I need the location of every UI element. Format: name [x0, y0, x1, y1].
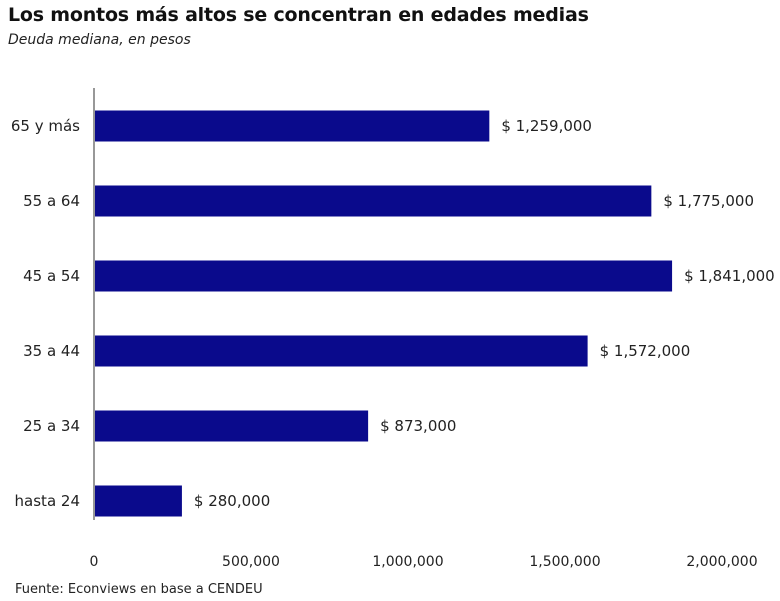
category-label: 55 a 64 — [23, 192, 80, 210]
x-tick-label: 1,500,000 — [529, 554, 600, 570]
x-tick-label: 2,000,000 — [686, 554, 757, 570]
x-tick-label: 500,000 — [222, 554, 280, 570]
x-tick-label: 0 — [90, 554, 99, 570]
bar-value-label: $ 1,259,000 — [501, 117, 592, 135]
bar — [95, 335, 588, 367]
bar — [95, 110, 490, 142]
category-label: 45 a 54 — [23, 267, 80, 285]
bar-value-label: $ 280,000 — [194, 492, 270, 510]
bar-value-label: $ 1,841,000 — [684, 267, 775, 285]
chart-subtitle: Deuda mediana, en pesos — [8, 32, 191, 48]
chart-title: Los montos más altos se concentran en ed… — [8, 4, 589, 26]
bar-value-label: $ 1,572,000 — [600, 342, 691, 360]
category-label: 35 a 44 — [23, 342, 80, 360]
category-label: 25 a 34 — [23, 417, 80, 435]
category-label: 65 y más — [11, 117, 80, 135]
bar — [95, 485, 182, 517]
source-note: Fuente: Econviews en base a CENDEU — [15, 582, 263, 597]
bar — [95, 410, 369, 442]
bar — [95, 260, 673, 292]
x-tick-label: 1,000,000 — [372, 554, 443, 570]
bar-value-label: $ 1,775,000 — [663, 192, 754, 210]
bar — [95, 185, 652, 217]
category-label: hasta 24 — [15, 492, 80, 510]
bar-value-label: $ 873,000 — [380, 417, 456, 435]
